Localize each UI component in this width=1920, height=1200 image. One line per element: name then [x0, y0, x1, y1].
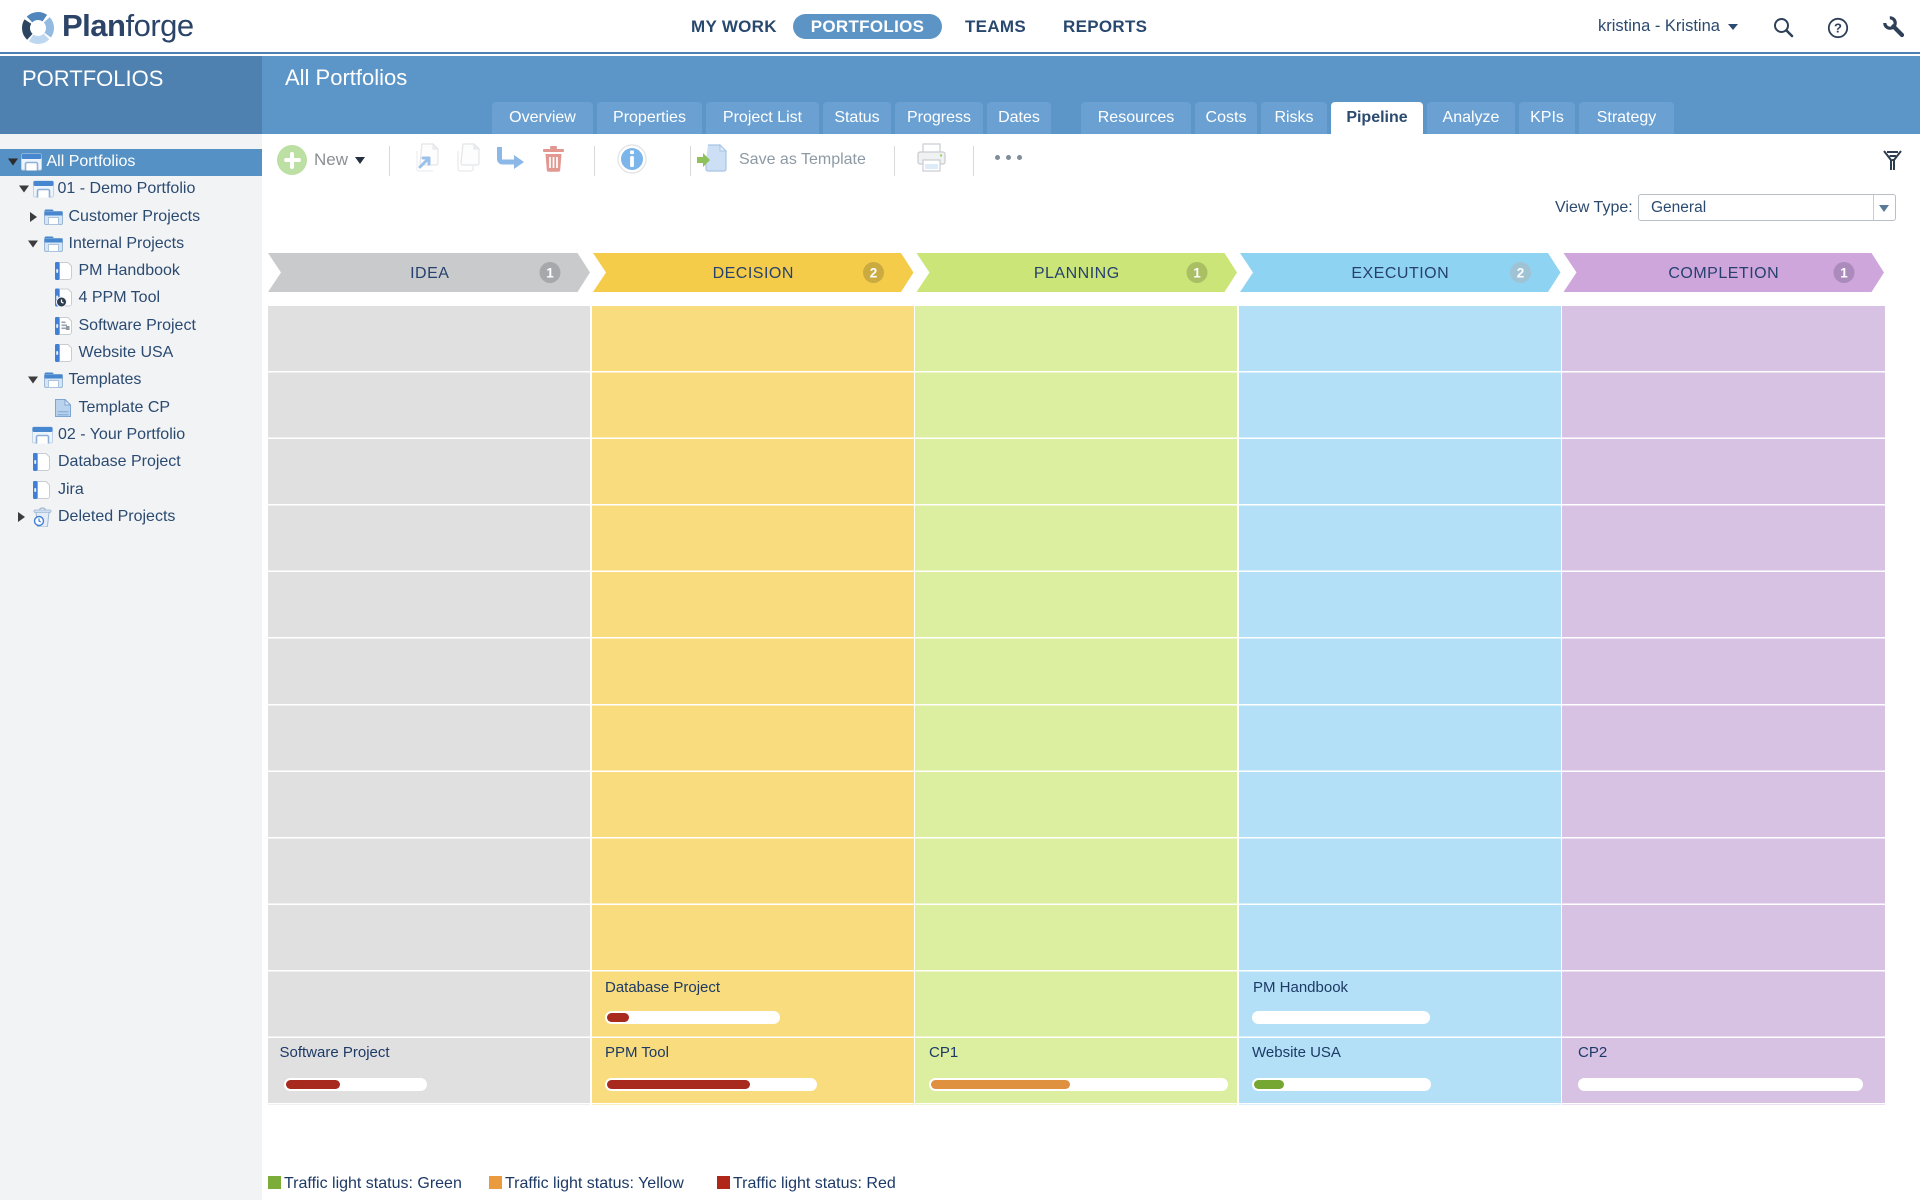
svg-text:?: ?: [1834, 21, 1842, 36]
svg-text:2: 2: [870, 266, 878, 281]
svg-text:EXECUTION: EXECUTION: [1351, 265, 1449, 282]
svg-text:1: 1: [1193, 266, 1201, 281]
svg-text:1: 1: [546, 266, 554, 281]
svg-text:1: 1: [1840, 266, 1848, 281]
svg-text:PLANNING: PLANNING: [1034, 265, 1120, 282]
svg-text:IDEA: IDEA: [410, 265, 449, 282]
svg-text:2: 2: [1517, 266, 1525, 281]
svg-text:COMPLETION: COMPLETION: [1668, 265, 1779, 282]
svg-text:DECISION: DECISION: [713, 265, 794, 282]
